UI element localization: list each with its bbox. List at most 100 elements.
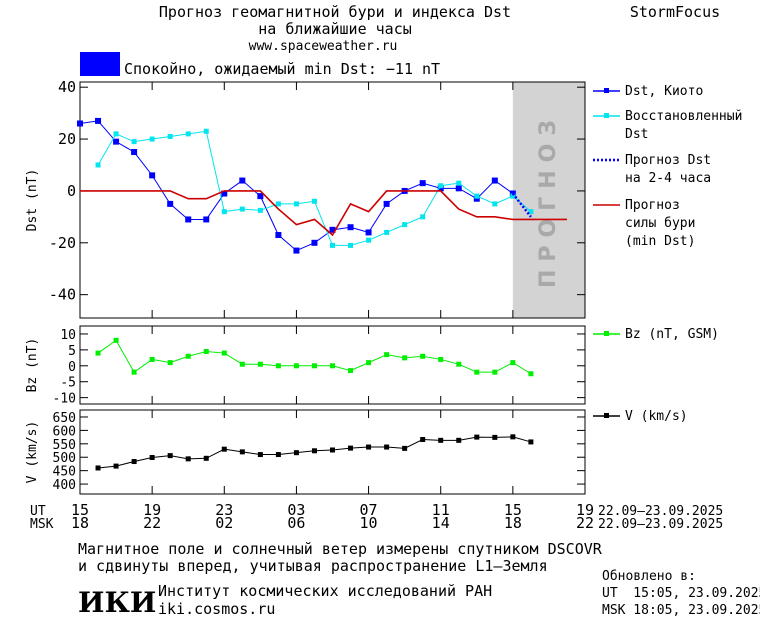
- data-point: [420, 437, 426, 443]
- y-axis-label: Bz (nT): [25, 338, 40, 393]
- msk-label: MSK: [30, 517, 54, 532]
- data-point: [257, 452, 263, 458]
- data-point: [474, 193, 480, 199]
- x-tick-label: 11: [432, 501, 450, 519]
- y-tick-label: 450: [53, 465, 76, 480]
- y-tick-label: 40: [58, 78, 76, 96]
- data-point: [239, 449, 245, 455]
- x-tick-label: 03: [287, 501, 305, 519]
- institute: Институт космических исследований РАН: [158, 582, 492, 600]
- data-point: [149, 356, 155, 362]
- forecast-region: [512, 82, 585, 318]
- data-point: [113, 463, 119, 469]
- data-point: [348, 368, 354, 374]
- y-tick-label: -40: [49, 286, 76, 304]
- y-axis-label: Dst (nT): [25, 169, 40, 232]
- data-point: [383, 200, 390, 207]
- data-point: [492, 201, 498, 207]
- data-point: [402, 445, 408, 451]
- x-tick-label: 07: [360, 501, 378, 519]
- forecast-label: ПРОГНОЗ: [536, 112, 561, 288]
- data-point: [347, 224, 354, 231]
- legend-label: Прогноз силы бури (min Dst): [625, 198, 695, 249]
- data-point: [510, 360, 516, 366]
- data-point: [365, 229, 372, 236]
- series-line: [97, 130, 532, 246]
- data-point: [473, 195, 480, 202]
- updated: Обновлено в:: [602, 569, 696, 584]
- x-tick-label-msk: 02: [215, 514, 233, 532]
- data-point: [330, 363, 335, 369]
- data-point: [528, 439, 534, 445]
- status-box: [80, 52, 120, 76]
- ut-dates: 22.09–23.09.2025: [598, 504, 723, 519]
- data-point: [384, 229, 390, 235]
- data-point: [491, 177, 498, 184]
- data-point: [185, 131, 191, 137]
- data-point: [438, 183, 444, 189]
- legend-marker: [604, 413, 609, 418]
- data-point: [203, 455, 209, 461]
- x-tick-label-msk: 18: [71, 514, 89, 532]
- data-point: [257, 207, 263, 213]
- y-tick-label: -5: [60, 376, 76, 391]
- y-tick-label: 500: [53, 451, 76, 466]
- data-point: [95, 465, 101, 471]
- data-point: [402, 222, 408, 228]
- data-point: [167, 453, 173, 459]
- y-tick-label: 5: [68, 344, 76, 359]
- data-point: [149, 455, 155, 461]
- data-point: [510, 434, 516, 440]
- data-point: [528, 371, 534, 377]
- data-point: [456, 437, 462, 443]
- data-point: [275, 363, 281, 369]
- data-point: [510, 193, 516, 199]
- data-point: [95, 350, 101, 356]
- data-point: [275, 201, 281, 207]
- site: iki.cosmos.ru: [158, 600, 275, 618]
- logo: ИКИ: [78, 586, 156, 619]
- data-point: [221, 190, 228, 197]
- data-point: [419, 180, 426, 187]
- msk-dates: 22.09–23.09.2025: [598, 517, 723, 532]
- data-point: [474, 434, 480, 440]
- x-tick-label: 23: [215, 501, 233, 519]
- data-point: [113, 138, 120, 145]
- data-point: [149, 172, 156, 179]
- footer-line: Магнитное поле и солнечный ветер измерен…: [78, 540, 603, 558]
- legend-label: Dst, Киото: [625, 84, 703, 99]
- title: Прогноз геомагнитной бури и индекса Dst: [159, 3, 511, 21]
- updated-ut: UT 15:05, 23.09.2025: [602, 586, 760, 601]
- status-text: Спокойно, ожидаемый min Dst: −11 nT: [124, 60, 440, 78]
- data-point: [113, 337, 119, 343]
- data-point: [420, 353, 426, 359]
- data-point: [293, 201, 299, 207]
- data-point: [330, 447, 335, 453]
- legend-marker: [604, 88, 609, 93]
- data-point: [203, 128, 209, 134]
- data-point: [438, 356, 444, 362]
- data-point: [348, 242, 354, 248]
- data-point: [311, 239, 318, 246]
- data-point: [95, 162, 101, 168]
- data-point: [239, 177, 246, 184]
- data-point: [348, 445, 354, 451]
- updated-msk: MSK 18:05, 23.09.2025: [602, 603, 760, 618]
- data-point: [239, 206, 245, 212]
- data-point: [149, 136, 155, 142]
- y-tick-label: 0: [67, 182, 76, 200]
- data-point: [384, 352, 390, 358]
- data-point: [257, 361, 263, 367]
- y-tick-label: 600: [53, 424, 76, 439]
- data-point: [438, 437, 444, 443]
- y-tick-label: 650: [53, 411, 76, 426]
- brand: StormFocus: [630, 3, 720, 21]
- data-point: [185, 216, 192, 223]
- data-point: [330, 242, 335, 248]
- subtitle: на ближайшие часы: [258, 20, 412, 38]
- y-tick-label: -20: [49, 234, 76, 252]
- data-point: [221, 350, 227, 356]
- data-point: [167, 133, 173, 139]
- legend-label: Bz (nT, GSM): [625, 327, 719, 342]
- data-point: [366, 360, 372, 366]
